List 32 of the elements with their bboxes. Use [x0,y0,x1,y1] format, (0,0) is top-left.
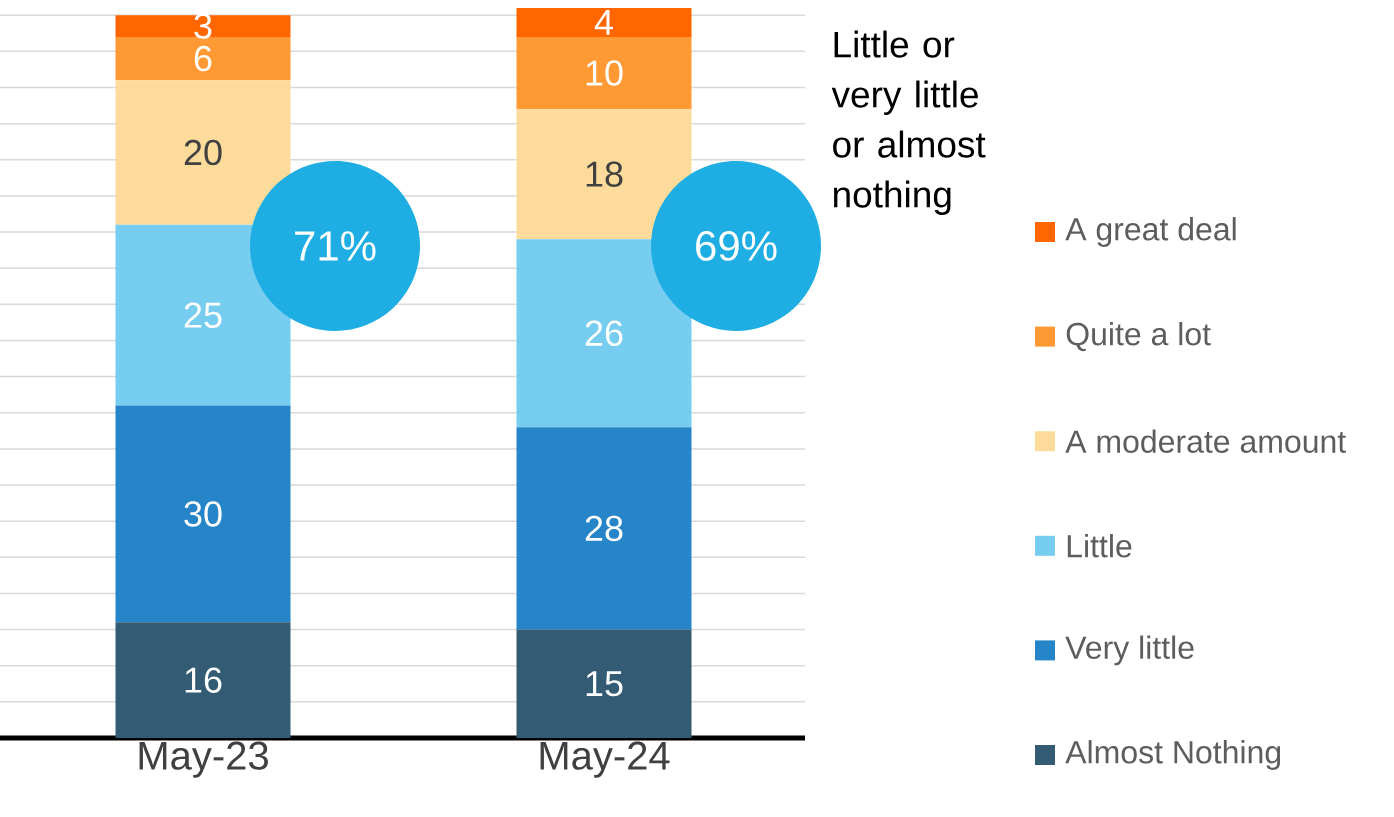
bar [516,7,692,37]
bar [115,80,291,225]
bar [115,405,291,623]
data-label: 30 [184,501,222,527]
data-label: 26 [585,320,623,346]
legend-label: Very little [1065,635,1194,666]
data-label: 10 [586,60,623,86]
x-tick-label: May-23 [139,741,268,778]
data-label: 16 [185,667,222,693]
legend-label: A great deal [1065,217,1236,247]
bar [115,622,291,738]
text: Little or very little or almost nothing [831,30,986,216]
bar [115,15,291,37]
annotation: 69% [696,231,777,261]
bar [516,629,692,738]
data-label: 18 [586,161,623,187]
bar [516,427,692,630]
legend-label: Quite a lot [1066,321,1211,352]
legend-label: Almost Nothing [1065,740,1281,770]
legend-label: A moderate amount [1065,429,1346,453]
legend-label: Little [1067,534,1132,558]
data-label: 20 [184,139,222,166]
x-tick-label: May-24 [540,741,670,778]
data-label: 28 [585,515,623,542]
data-label: 4 [594,10,613,35]
data-label: 3 [194,13,212,39]
bar [516,239,692,428]
data-label: 15 [586,671,623,697]
bar [516,36,692,110]
data-label: 6 [194,45,212,72]
annotation: 71% [295,231,376,261]
data-label: 25 [184,302,222,328]
